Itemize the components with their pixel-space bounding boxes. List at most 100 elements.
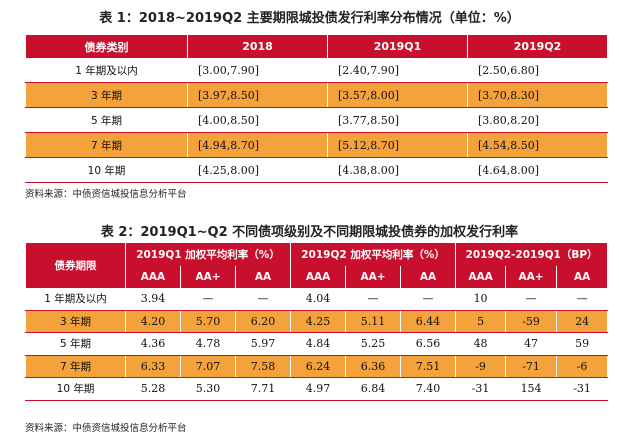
table1-cell-2019q1: [2.40,7.90] — [327, 58, 468, 83]
table1-cell-2019q2: [4.54,8.50] — [467, 132, 608, 158]
table1-cell-term: 5 年期 — [25, 107, 188, 133]
table2-cell-value: -31 — [455, 377, 507, 401]
table1-header-2019q2: 2019Q2 — [467, 35, 608, 58]
table2-cell-value: -31 — [556, 377, 609, 401]
table2-cell-value: -9 — [455, 355, 507, 378]
table2-cell-value: 5 — [455, 310, 507, 333]
table2-cell-value: — — [234, 288, 292, 311]
table2-cell-value: 4.84 — [290, 332, 347, 356]
table2-cell-term: 10 年期 — [25, 377, 126, 401]
table2-cell-value: 4.36 — [125, 332, 181, 356]
table2-subhead: AA+ — [180, 266, 236, 288]
table1-cell-2019q2: [2.50,6.80] — [467, 58, 608, 83]
table1-source: 资料来源：中债资信城投信息分析平台 — [25, 189, 187, 200]
table1-cell-term: 3 年期 — [25, 82, 188, 108]
table2-subhead: AAA — [290, 266, 347, 288]
table2-row: 7 年期 6.33 7.07 7.58 6.24 6.36 7.51 -9 -71 -6 — [25, 355, 609, 378]
table1-cell-2018: [3.00,7.90] — [187, 58, 328, 83]
table2-cell-value: -71 — [505, 355, 558, 378]
table2-row: 1 年期及以内 3.94— —4.04— —10— — — [25, 288, 609, 311]
table1-cell-2019q1: [3.77,8.50] — [327, 107, 468, 133]
table2-subhead: AA+ — [505, 266, 558, 288]
table1-row: 10 年期 [4.25,8.00] [4.38,8.00] [4.64,8.00] — [25, 157, 608, 183]
table2-group-2019q1: 2019Q1 加权平均利率（%） — [124, 243, 292, 266]
table2-row: 10 年期 5.28 5.30 7.71 4.97 6.84 7.40 -31 154 -31 — [25, 377, 609, 401]
table2-cell-value: -6 — [556, 355, 609, 378]
table2-cell-value: 6.36 — [345, 355, 402, 378]
table2-cell-value: -59 — [505, 310, 558, 333]
table1-cell-2019q2: [4.64,8.00] — [467, 157, 608, 183]
table2-cell-value: 5.28 — [125, 377, 181, 401]
table1-cell-2018: [3.97,8.50] — [187, 82, 328, 108]
table2-cell-value: — — [505, 288, 558, 311]
table2-cell-value: 4.20 — [125, 310, 181, 333]
table2-cell-value: 5.30 — [180, 377, 236, 401]
table2-cell-value: 5.11 — [345, 310, 402, 333]
table2-header-term: 债券期限 — [25, 243, 126, 288]
table2-cell-term: 7 年期 — [25, 355, 126, 378]
table2-cell-term: 5 年期 — [25, 332, 126, 356]
table2-cell-value: 48 — [455, 332, 507, 356]
table2-cell-value: 7.07 — [180, 355, 236, 378]
table1-header-category: 债券类别 — [25, 35, 188, 58]
table2-cell-value: — — [345, 288, 402, 311]
table2-group-header-row: 债券期限 2019Q1 加权平均利率（%） 2019Q2 加权平均利率（%） 2… — [25, 243, 609, 288]
table2-group-diff: 2019Q2-2019Q1（BP） — [455, 243, 609, 266]
table2-cell-value: 4.04 — [290, 288, 347, 311]
table1-cell-2019q1: [3.57,8.00] — [327, 82, 468, 108]
table2-row: 5 年期 4.36 4.78 5.97 4.84 5.25 6.56 48 47 59 — [25, 332, 609, 356]
table1: 债券类别 2018 2019Q1 2019Q2 1 年期及以内 [3.00,7.9… — [25, 35, 608, 183]
table1-cell-2019q1: [5.12,8.70] — [327, 132, 468, 158]
table2-subhead: AA — [556, 266, 609, 288]
table1-cell-2019q1: [4.38,8.00] — [327, 157, 468, 183]
table2-subhead: AAA — [125, 266, 181, 288]
table2-cell-value: 10 — [455, 288, 507, 311]
table1-cell-term: 10 年期 — [25, 157, 188, 183]
table2-cell-value: 7.71 — [234, 377, 292, 401]
table1-title: 表 1：2018~2019Q2 主要期限城投债发行利率分布情况（单位：%） — [99, 11, 520, 26]
table2-subhead: AA+ — [345, 266, 402, 288]
table1-cell-2018: [4.00,8.50] — [187, 107, 328, 133]
table1-cell-term: 1 年期及以内 — [25, 58, 188, 83]
table2-cell-value: — — [400, 288, 457, 311]
table2-cell-value: 6.56 — [400, 332, 457, 356]
table1-header-2019q1: 2019Q1 — [327, 35, 468, 58]
table2-cell-value: 6.44 — [400, 310, 457, 333]
table1-cell-2018: [4.94,8.70] — [187, 132, 328, 158]
table1-cell-2018: [4.25,8.00] — [187, 157, 328, 183]
table2-group-2019q2: 2019Q2 加权平均利率（%） — [290, 243, 457, 266]
table2-cell-term: 3 年期 — [25, 310, 126, 333]
table2-cell-value: 3.94 — [125, 288, 181, 311]
table2-cell-value: 4.25 — [290, 310, 347, 333]
table2-cell-value: 154 — [505, 377, 558, 401]
table2-title: 表 2：2019Q1~Q2 不同债项级别及不同期限城投债券的加权发行利率 — [100, 225, 519, 240]
table1-row: 1 年期及以内 [3.00,7.90] [2.40,7.90] [2.50,6.80] — [25, 58, 608, 83]
table1-cell-2019q2: [3.80,8.20] — [467, 107, 608, 133]
table2-subheader-row: AAA AA+ AA AAA AA+ AA AAA AA+ AA — [26, 266, 609, 288]
table2-source: 资料来源：中债资信城投信息分析平台 — [25, 423, 187, 434]
table2-cell-value: 6.20 — [234, 310, 292, 333]
table2-cell-value: 6.84 — [345, 377, 402, 401]
table1-cell-2019q2: [3.70,8.30] — [467, 82, 608, 108]
table2-cell-value: 5.25 — [345, 332, 402, 356]
table1-row: 5 年期 [4.00,8.50] [3.77,8.50] [3.80,8.20] — [25, 107, 608, 133]
table2-subhead: AA — [400, 266, 457, 288]
table2-subhead: AAA — [455, 266, 507, 288]
table2-cell-value: — — [556, 288, 609, 311]
table1-row: 7 年期 [4.94,8.70] [5.12,8.70] [4.54,8.50] — [25, 132, 608, 158]
table2-cell-value: 4.78 — [180, 332, 236, 356]
table2-cell-value: 7.40 — [400, 377, 457, 401]
table1-cell-term: 7 年期 — [25, 132, 188, 158]
table2-cell-value: 7.51 — [400, 355, 457, 378]
table2-subhead: AA — [234, 266, 292, 288]
table2-cell-value: 47 — [505, 332, 558, 356]
table2-cell-value: 59 — [556, 332, 609, 356]
table1-header-2018: 2018 — [187, 35, 328, 58]
table2-cell-value: 6.33 — [125, 355, 181, 378]
table2-cell-value: 7.58 — [234, 355, 292, 378]
table2-cell-value: — — [180, 288, 236, 311]
table2-row: 3 年期 4.20 5.70 6.20 4.25 5.11 6.44 5 -59 24 — [25, 310, 609, 333]
table2: 债券期限 2019Q1 加权平均利率（%） 2019Q2 加权平均利率（%） 2… — [25, 243, 609, 401]
table2-cell-value: 5.70 — [180, 310, 236, 333]
table2-cell-value: 4.97 — [290, 377, 347, 401]
